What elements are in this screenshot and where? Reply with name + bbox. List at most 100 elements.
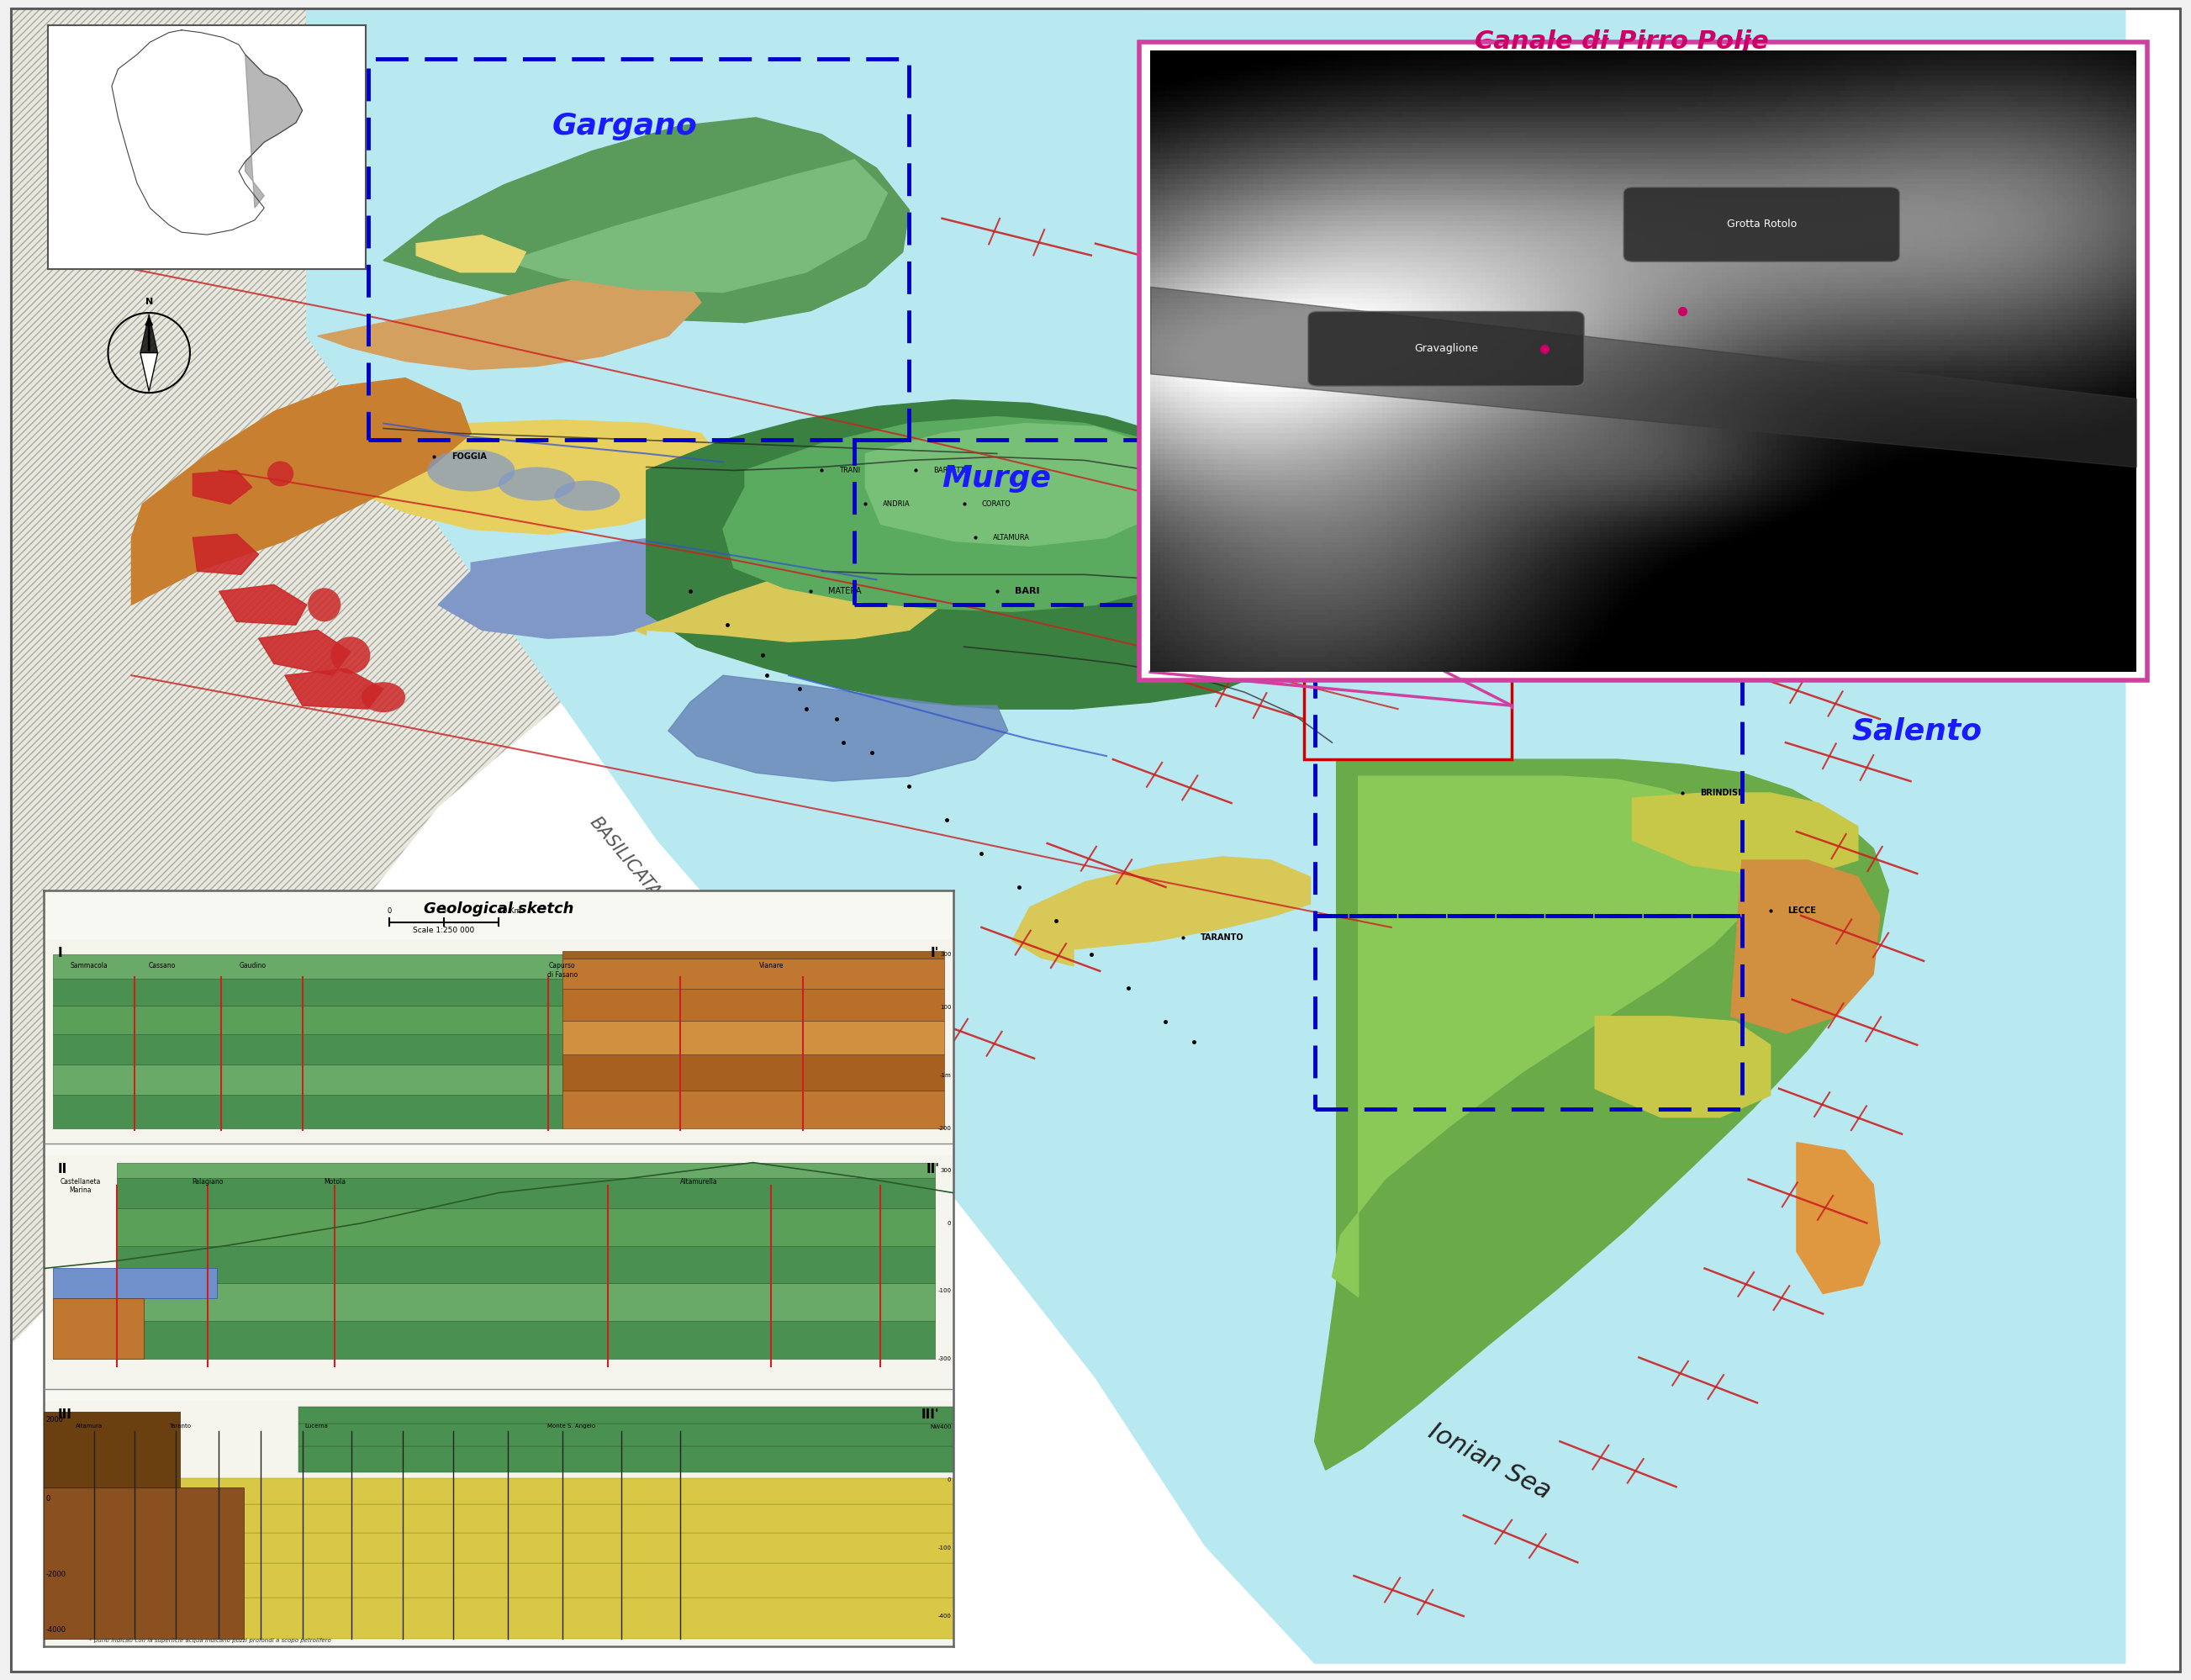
Bar: [53, 954, 563, 979]
Text: N: N: [145, 297, 153, 306]
Bar: [44, 1401, 953, 1646]
Polygon shape: [1731, 860, 1880, 1033]
Text: 0: 0: [46, 1495, 50, 1504]
Bar: [44, 1488, 243, 1640]
Text: I': I': [931, 948, 940, 959]
Text: TRANI: TRANI: [839, 467, 861, 474]
Bar: [563, 951, 944, 958]
Polygon shape: [646, 400, 1310, 709]
Bar: [116, 1320, 936, 1359]
Polygon shape: [11, 8, 1139, 1344]
Ellipse shape: [267, 462, 294, 487]
Text: Castellaneta
Marina: Castellaneta Marina: [59, 1178, 101, 1194]
Bar: [298, 1446, 953, 1472]
Text: -4000: -4000: [46, 1626, 66, 1633]
Text: Vianare: Vianare: [758, 963, 784, 969]
Polygon shape: [318, 420, 723, 534]
Polygon shape: [285, 669, 383, 709]
Text: II: II: [57, 1163, 68, 1176]
Text: Grotta Rotolo: Grotta Rotolo: [1727, 218, 1797, 230]
Polygon shape: [318, 269, 701, 370]
Bar: [53, 1033, 563, 1065]
Text: Murge: Murge: [942, 464, 1052, 494]
Text: 5: 5: [443, 907, 447, 914]
Polygon shape: [1012, 857, 1310, 966]
Text: III: III: [57, 1408, 72, 1421]
Text: -100: -100: [938, 1289, 951, 1294]
FancyBboxPatch shape: [1308, 311, 1584, 386]
Bar: [1304, 655, 1512, 759]
Text: LECCE: LECCE: [1788, 906, 1816, 916]
Bar: [116, 1178, 936, 1208]
Text: Taranto: Taranto: [169, 1423, 191, 1428]
Bar: [44, 1598, 953, 1640]
Polygon shape: [307, 8, 2125, 1663]
Bar: [53, 1268, 217, 1299]
Text: 0: 0: [388, 907, 392, 914]
Text: 2000: 2000: [46, 1416, 64, 1423]
Bar: [44, 1478, 953, 1504]
Polygon shape: [515, 160, 887, 292]
Bar: [44, 1562, 953, 1598]
Ellipse shape: [554, 480, 620, 511]
Text: Altamura: Altamura: [77, 1423, 103, 1428]
Bar: [53, 1299, 145, 1359]
Text: BRINDISI: BRINDISI: [1700, 788, 1742, 798]
Text: Palagiano: Palagiano: [193, 1178, 223, 1186]
Bar: [44, 1411, 180, 1488]
Bar: [44, 1532, 953, 1562]
Polygon shape: [438, 534, 745, 638]
FancyBboxPatch shape: [1139, 42, 2147, 680]
Text: MATERA: MATERA: [828, 586, 861, 596]
Polygon shape: [865, 423, 1179, 546]
Text: Sammacola: Sammacola: [70, 963, 107, 969]
Polygon shape: [140, 314, 158, 353]
Text: Canale di Pirro Polje: Canale di Pirro Polje: [1475, 39, 1768, 62]
Bar: [53, 1005, 563, 1033]
Text: Geological sketch: Geological sketch: [423, 902, 574, 917]
Text: Lucerna: Lucerna: [305, 1423, 329, 1428]
Bar: [563, 1055, 944, 1090]
Polygon shape: [140, 353, 158, 391]
Polygon shape: [1315, 759, 1889, 1470]
Bar: [563, 958, 944, 988]
FancyBboxPatch shape: [11, 8, 2180, 1672]
Polygon shape: [259, 630, 351, 675]
Polygon shape: [383, 118, 909, 323]
Text: I: I: [57, 948, 61, 959]
Bar: [44, 1504, 953, 1532]
Polygon shape: [245, 54, 302, 208]
Ellipse shape: [331, 637, 370, 674]
Text: -2000: -2000: [46, 1571, 66, 1579]
Text: 0: 0: [947, 1220, 951, 1226]
Text: Cassano: Cassano: [149, 963, 175, 969]
Text: TARANTO: TARANTO: [1201, 932, 1244, 942]
Polygon shape: [635, 563, 942, 642]
Bar: [563, 1020, 944, 1055]
Text: FOGGIA: FOGGIA: [451, 452, 486, 462]
Ellipse shape: [362, 682, 405, 712]
Bar: [854, 440, 1315, 605]
Bar: [298, 1423, 953, 1446]
Text: Salento: Salento: [1851, 716, 1983, 746]
Bar: [53, 1065, 563, 1095]
Text: CORATO: CORATO: [982, 501, 1010, 507]
Text: ALTAMURA: ALTAMURA: [993, 534, 1030, 541]
Bar: [1315, 916, 1742, 1109]
Bar: [1315, 605, 1742, 916]
Text: -200: -200: [938, 1126, 951, 1131]
Text: Motola: Motola: [324, 1178, 346, 1186]
Bar: [53, 979, 563, 1005]
Polygon shape: [131, 378, 471, 605]
Bar: [44, 939, 953, 1144]
Polygon shape: [1595, 1016, 1770, 1117]
Ellipse shape: [427, 450, 515, 491]
Text: 300: 300: [940, 953, 951, 958]
Text: 100: 100: [940, 1005, 951, 1010]
Bar: [563, 988, 944, 1020]
Bar: [116, 1163, 936, 1178]
Polygon shape: [668, 675, 1008, 781]
Polygon shape: [723, 417, 1244, 612]
Text: Altamurella: Altamurella: [679, 1178, 716, 1186]
Text: -1m: -1m: [940, 1074, 951, 1079]
